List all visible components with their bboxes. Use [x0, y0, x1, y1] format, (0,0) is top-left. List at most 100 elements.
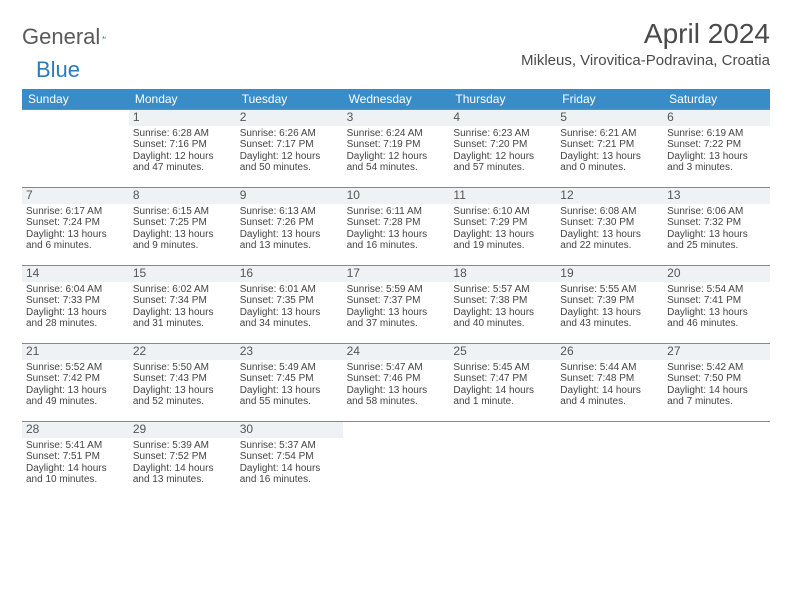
daylight-line: Daylight: 13 hours	[667, 307, 766, 319]
day-number: 5	[556, 110, 663, 126]
daylight-line: and 37 minutes.	[347, 318, 446, 330]
day-cell: 10Sunrise: 6:11 AMSunset: 7:28 PMDayligh…	[343, 187, 450, 265]
daylight-line: and 58 minutes.	[347, 396, 446, 408]
daylight-line: Daylight: 14 hours	[26, 463, 125, 475]
day-cell: 9Sunrise: 6:13 AMSunset: 7:26 PMDaylight…	[236, 187, 343, 265]
daylight-line: and 47 minutes.	[133, 162, 232, 174]
daylight-line: Daylight: 13 hours	[26, 229, 125, 241]
daylight-line: Daylight: 12 hours	[347, 151, 446, 163]
sunrise-line: Sunrise: 6:10 AM	[453, 206, 552, 218]
sunrise-line: Sunrise: 5:41 AM	[26, 440, 125, 452]
daylight-line: and 0 minutes.	[560, 162, 659, 174]
sunset-line: Sunset: 7:26 PM	[240, 217, 339, 229]
day-cell: 4Sunrise: 6:23 AMSunset: 7:20 PMDaylight…	[449, 109, 556, 187]
day-cell: 29Sunrise: 5:39 AMSunset: 7:52 PMDayligh…	[129, 421, 236, 499]
dow-sun: Sunday	[22, 89, 129, 109]
daylight-line: Daylight: 13 hours	[26, 307, 125, 319]
day-cell: 28Sunrise: 5:41 AMSunset: 7:51 PMDayligh…	[22, 421, 129, 499]
sunrise-line: Sunrise: 6:26 AM	[240, 128, 339, 140]
sunrise-line: Sunrise: 5:54 AM	[667, 284, 766, 296]
sunset-line: Sunset: 7:28 PM	[347, 217, 446, 229]
daylight-line: and 57 minutes.	[453, 162, 552, 174]
day-number: 3	[343, 110, 450, 126]
dow-mon: Monday	[129, 89, 236, 109]
daylight-line: Daylight: 13 hours	[453, 307, 552, 319]
daylight-line: and 7 minutes.	[667, 396, 766, 408]
daylight-line: and 52 minutes.	[133, 396, 232, 408]
daylight-line: Daylight: 13 hours	[347, 307, 446, 319]
logo-text-a: General	[22, 24, 100, 50]
daylight-line: Daylight: 13 hours	[453, 229, 552, 241]
day-number: 30	[236, 422, 343, 438]
daylight-line: and 31 minutes.	[133, 318, 232, 330]
sunrise-line: Sunrise: 6:08 AM	[560, 206, 659, 218]
page-subtitle: Mikleus, Virovitica-Podravina, Croatia	[521, 52, 770, 69]
daylight-line: Daylight: 13 hours	[560, 307, 659, 319]
daylight-line: Daylight: 13 hours	[133, 385, 232, 397]
day-number-empty	[449, 422, 556, 438]
day-cell: 25Sunrise: 5:45 AMSunset: 7:47 PMDayligh…	[449, 343, 556, 421]
daylight-line: and 46 minutes.	[667, 318, 766, 330]
day-cell: 1Sunrise: 6:28 AMSunset: 7:16 PMDaylight…	[129, 109, 236, 187]
daylight-line: Daylight: 13 hours	[240, 307, 339, 319]
daylight-line: Daylight: 14 hours	[133, 463, 232, 475]
sunrise-line: Sunrise: 6:01 AM	[240, 284, 339, 296]
sunrise-line: Sunrise: 5:37 AM	[240, 440, 339, 452]
daylight-line: and 3 minutes.	[667, 162, 766, 174]
day-number: 16	[236, 266, 343, 282]
day-number: 1	[129, 110, 236, 126]
daylight-line: and 34 minutes.	[240, 318, 339, 330]
day-number: 8	[129, 188, 236, 204]
sunset-line: Sunset: 7:24 PM	[26, 217, 125, 229]
sunset-line: Sunset: 7:37 PM	[347, 295, 446, 307]
sunrise-line: Sunrise: 5:39 AM	[133, 440, 232, 452]
dow-wed: Wednesday	[343, 89, 450, 109]
sunrise-line: Sunrise: 5:59 AM	[347, 284, 446, 296]
day-number: 14	[22, 266, 129, 282]
weeks-container: 1Sunrise: 6:28 AMSunset: 7:16 PMDaylight…	[22, 109, 770, 499]
daylight-line: and 50 minutes.	[240, 162, 339, 174]
daylight-line: and 9 minutes.	[133, 240, 232, 252]
sunrise-line: Sunrise: 5:57 AM	[453, 284, 552, 296]
sunrise-line: Sunrise: 5:50 AM	[133, 362, 232, 374]
daylight-line: and 25 minutes.	[667, 240, 766, 252]
sunrise-line: Sunrise: 5:52 AM	[26, 362, 125, 374]
sunrise-line: Sunrise: 6:15 AM	[133, 206, 232, 218]
sunrise-line: Sunrise: 6:21 AM	[560, 128, 659, 140]
day-cell: 20Sunrise: 5:54 AMSunset: 7:41 PMDayligh…	[663, 265, 770, 343]
calendar: Sunday Monday Tuesday Wednesday Thursday…	[22, 89, 770, 499]
daylight-line: and 40 minutes.	[453, 318, 552, 330]
sunset-line: Sunset: 7:29 PM	[453, 217, 552, 229]
sunrise-line: Sunrise: 5:55 AM	[560, 284, 659, 296]
daylight-line: and 28 minutes.	[26, 318, 125, 330]
sunrise-line: Sunrise: 6:13 AM	[240, 206, 339, 218]
week-row: 1Sunrise: 6:28 AMSunset: 7:16 PMDaylight…	[22, 109, 770, 187]
day-cell: 15Sunrise: 6:02 AMSunset: 7:34 PMDayligh…	[129, 265, 236, 343]
day-number: 24	[343, 344, 450, 360]
sunset-line: Sunset: 7:54 PM	[240, 451, 339, 463]
day-cell	[556, 421, 663, 499]
sunset-line: Sunset: 7:42 PM	[26, 373, 125, 385]
daylight-line: Daylight: 13 hours	[133, 307, 232, 319]
sunset-line: Sunset: 7:39 PM	[560, 295, 659, 307]
day-number-empty	[22, 110, 129, 126]
sunset-line: Sunset: 7:50 PM	[667, 373, 766, 385]
sunrise-line: Sunrise: 5:42 AM	[667, 362, 766, 374]
day-number-empty	[556, 422, 663, 438]
daylight-line: and 16 minutes.	[240, 474, 339, 486]
day-number-empty	[663, 422, 770, 438]
day-number: 2	[236, 110, 343, 126]
day-cell: 23Sunrise: 5:49 AMSunset: 7:45 PMDayligh…	[236, 343, 343, 421]
sunset-line: Sunset: 7:19 PM	[347, 139, 446, 151]
sunset-line: Sunset: 7:46 PM	[347, 373, 446, 385]
day-number: 26	[556, 344, 663, 360]
daylight-line: Daylight: 12 hours	[240, 151, 339, 163]
day-cell: 2Sunrise: 6:26 AMSunset: 7:17 PMDaylight…	[236, 109, 343, 187]
sunrise-line: Sunrise: 6:06 AM	[667, 206, 766, 218]
day-number: 10	[343, 188, 450, 204]
sunrise-line: Sunrise: 5:45 AM	[453, 362, 552, 374]
day-cell: 16Sunrise: 6:01 AMSunset: 7:35 PMDayligh…	[236, 265, 343, 343]
sunrise-line: Sunrise: 5:44 AM	[560, 362, 659, 374]
sunset-line: Sunset: 7:25 PM	[133, 217, 232, 229]
daylight-line: and 1 minute.	[453, 396, 552, 408]
